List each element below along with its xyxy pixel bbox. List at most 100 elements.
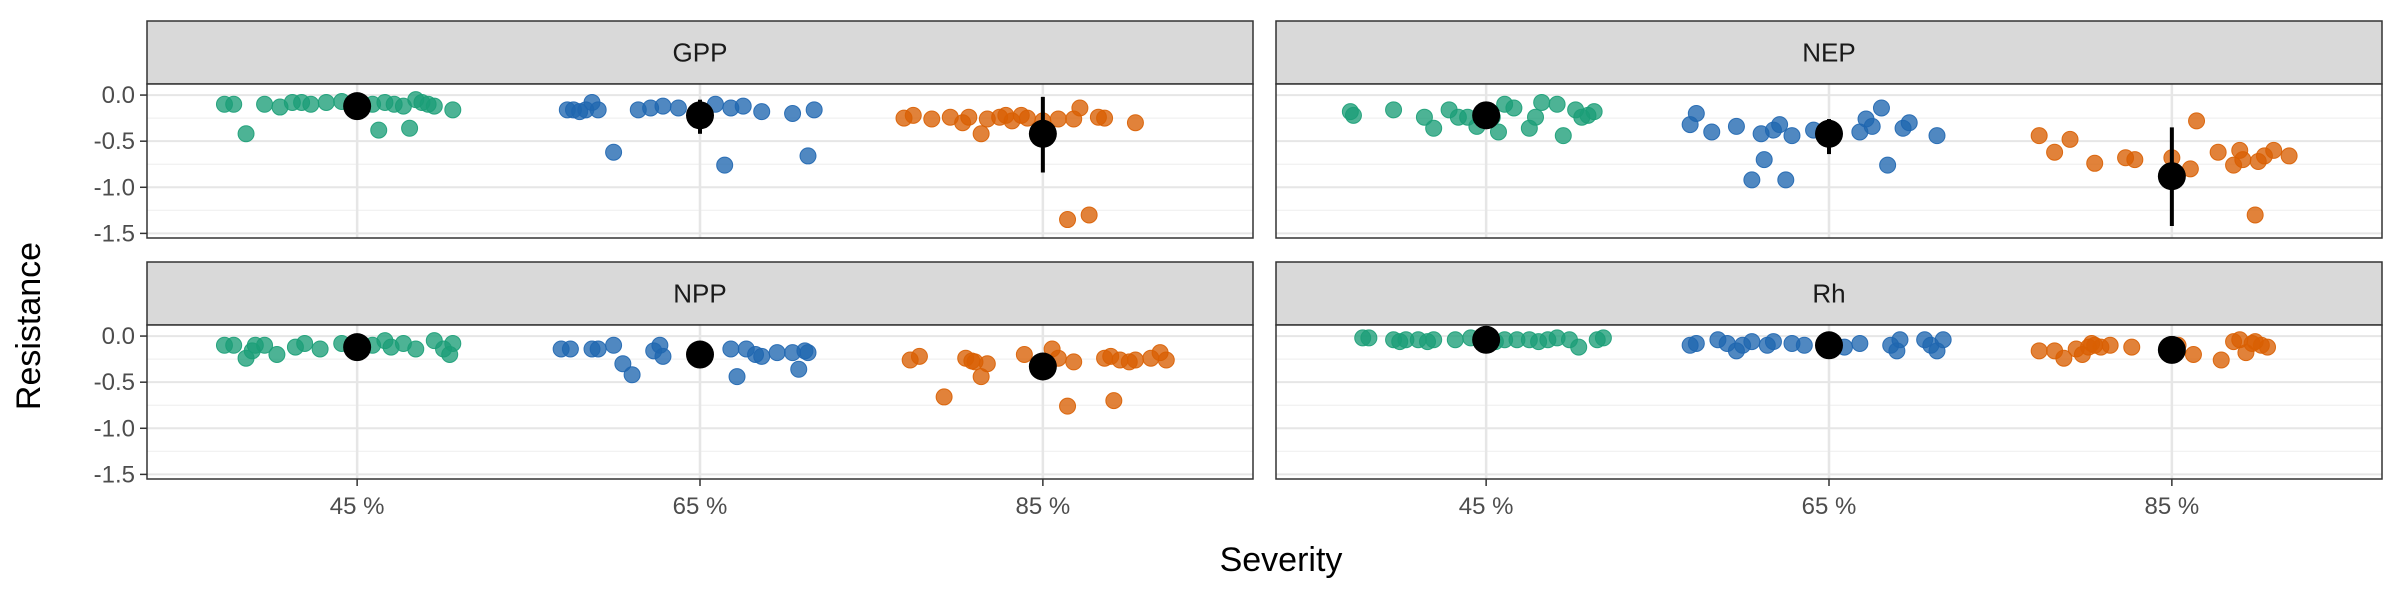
data-point xyxy=(960,108,978,126)
data-point xyxy=(654,97,672,115)
x-axis-title: Severity xyxy=(1220,541,1343,579)
data-point xyxy=(1585,103,1603,121)
facet-strip-label: GPP xyxy=(673,38,728,68)
data-point xyxy=(722,340,740,358)
data-point xyxy=(225,336,243,354)
data-point xyxy=(1863,117,1881,135)
data-point xyxy=(614,355,632,373)
facet-strip-label: Rh xyxy=(1812,279,1845,309)
data-point xyxy=(753,347,771,365)
facet-nep: NEP xyxy=(1275,20,2383,239)
data-point xyxy=(1489,123,1507,141)
group-85-points xyxy=(901,340,1175,415)
data-point xyxy=(1777,171,1795,189)
data-point xyxy=(302,95,320,113)
data-point xyxy=(1891,331,1909,349)
data-point xyxy=(1059,211,1077,229)
data-point xyxy=(589,340,607,358)
data-point xyxy=(1743,171,1761,189)
data-point xyxy=(407,340,425,358)
data-point xyxy=(589,101,607,119)
facet-strip-label: NEP xyxy=(1802,38,1855,68)
mean-point xyxy=(2157,335,2186,364)
data-point xyxy=(1594,329,1612,347)
data-point xyxy=(268,346,286,364)
data-point xyxy=(1425,119,1443,137)
data-point xyxy=(1900,114,1918,132)
group-65-points xyxy=(558,93,823,174)
data-point xyxy=(654,347,672,365)
data-point xyxy=(237,125,255,143)
data-point xyxy=(2086,154,2104,172)
facet-gpp: GPP 0.0 -0.5 -1.0 -1.5 xyxy=(94,20,1254,247)
data-point xyxy=(2046,143,2064,161)
data-point xyxy=(1527,108,1545,126)
data-point xyxy=(910,347,928,365)
data-point xyxy=(1548,95,1566,113)
data-point xyxy=(2061,130,2079,148)
data-point xyxy=(370,121,388,139)
data-point xyxy=(2055,349,2073,367)
data-point xyxy=(1105,392,1123,410)
data-point xyxy=(978,355,996,373)
data-point xyxy=(1703,123,1721,141)
x-tick-label: 85 % xyxy=(1016,493,1071,520)
data-point xyxy=(2030,127,2048,145)
facet-strip xyxy=(146,261,1254,326)
data-point xyxy=(1687,334,1705,352)
x-tick-label: 85 % xyxy=(2145,493,2200,520)
data-point xyxy=(2234,151,2252,169)
data-point xyxy=(972,125,990,143)
data-point xyxy=(784,105,802,123)
data-point xyxy=(1795,336,1813,354)
data-point xyxy=(790,360,808,378)
group-45-points xyxy=(215,91,462,143)
data-point xyxy=(805,101,823,119)
data-point xyxy=(1872,99,1890,117)
data-point xyxy=(1928,127,1946,145)
data-point xyxy=(1015,346,1033,364)
data-point xyxy=(2212,351,2230,369)
data-point xyxy=(904,106,922,124)
mean-point xyxy=(343,333,372,362)
data-point xyxy=(1080,206,1098,224)
panel-border xyxy=(1275,83,2383,239)
data-point xyxy=(1727,117,1745,135)
y-tick-label: -1.0 xyxy=(94,174,135,201)
data-point xyxy=(296,334,314,352)
data-point xyxy=(605,336,623,354)
data-point xyxy=(444,101,462,119)
data-point xyxy=(1554,127,1572,145)
data-point xyxy=(734,97,752,115)
x-tick-label: 45 % xyxy=(330,493,385,520)
mean-point xyxy=(1028,119,1057,148)
group-85-points xyxy=(2030,112,2298,224)
mean-point xyxy=(1472,325,1501,354)
data-point xyxy=(425,97,443,115)
data-point xyxy=(1065,353,1083,371)
data-point xyxy=(2209,143,2227,161)
data-point xyxy=(1764,333,1782,351)
data-point xyxy=(623,366,641,384)
data-point xyxy=(1851,334,1869,352)
data-point xyxy=(1879,156,1897,174)
mean-point xyxy=(1815,331,1843,360)
mean-point xyxy=(686,101,714,130)
data-point xyxy=(1059,397,1077,415)
data-point xyxy=(561,340,579,358)
data-point xyxy=(1126,114,1144,132)
y-tick-label: -0.5 xyxy=(94,369,135,396)
data-point xyxy=(444,334,462,352)
data-point xyxy=(1570,338,1588,356)
data-point xyxy=(1071,99,1089,117)
y-tick-label: -1.5 xyxy=(94,220,135,247)
data-point xyxy=(2123,338,2141,356)
data-point xyxy=(2280,147,2298,165)
data-point xyxy=(2188,112,2206,130)
data-point xyxy=(2184,346,2202,364)
data-point xyxy=(2265,141,2283,159)
y-tick-label: -0.5 xyxy=(94,128,135,155)
mean-point xyxy=(1028,352,1057,381)
